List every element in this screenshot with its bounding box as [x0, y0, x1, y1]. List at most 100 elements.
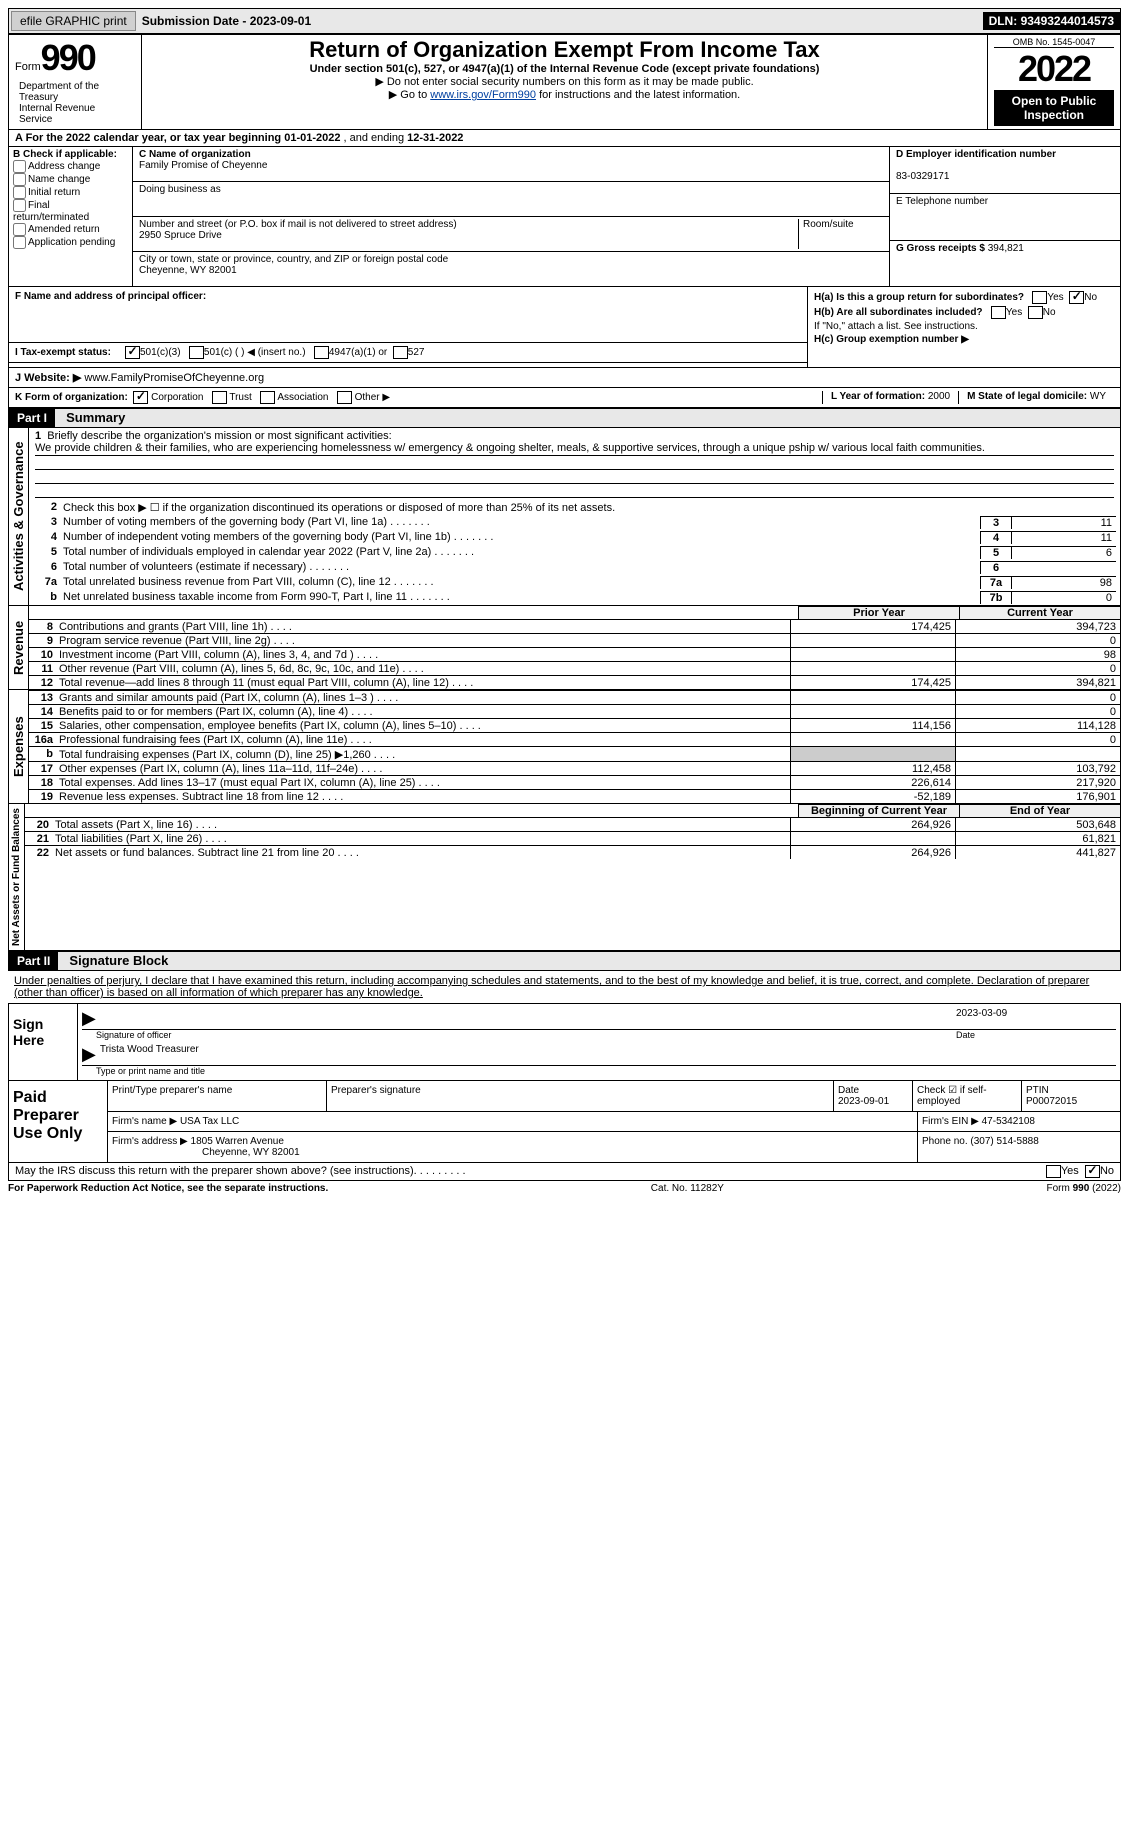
- discuss-yes[interactable]: [1046, 1165, 1061, 1178]
- top-bar: efile GRAPHIC print Submission Date - 20…: [8, 8, 1121, 34]
- gross-receipts-row: G Gross receipts $ 394,821: [890, 241, 1120, 256]
- form-number: 990: [41, 37, 95, 78]
- date-caption: Date: [956, 1030, 1116, 1040]
- line-11: 11 Other revenue (Part VIII, column (A),…: [29, 661, 1120, 675]
- org-name-row: C Name of organization Family Promise of…: [133, 147, 889, 182]
- form-footer-label: Form 990 (2022): [1047, 1183, 1121, 1194]
- line-b: b Total fundraising expenses (Part IX, c…: [29, 746, 1120, 761]
- header-right-block: OMB No. 1545-0047 2022 Open to Public In…: [988, 35, 1120, 129]
- chk-initial-return[interactable]: Initial return: [13, 186, 128, 199]
- street-address: 2950 Spruce Drive: [139, 230, 222, 241]
- ptin-cell: PTINP00072015: [1022, 1081, 1120, 1111]
- firm-phone-cell: Phone no. (307) 514-5888: [918, 1132, 1120, 1162]
- part1-net-block: Net Assets or Fund Balances Beginning of…: [8, 804, 1121, 951]
- prep-sig-cell: Preparer's signature: [327, 1081, 834, 1111]
- l-year-formation: L Year of formation: 2000: [822, 391, 958, 404]
- city-row: City or town, state or province, country…: [133, 252, 889, 286]
- chk-amended-return[interactable]: Amended return: [13, 223, 128, 236]
- perjury-declaration: Under penalties of perjury, I declare th…: [8, 971, 1121, 1003]
- line-15: 15 Salaries, other compensation, employe…: [29, 718, 1120, 732]
- paid-preparer-label: Paid Preparer Use Only: [9, 1081, 108, 1162]
- discuss-no[interactable]: [1085, 1165, 1100, 1178]
- firm-addr-cell: Firm's address ▶ 1805 Warren AvenueCheye…: [108, 1132, 918, 1162]
- submission-date-label: Submission Date - 2023-09-01: [142, 14, 311, 28]
- sig-officer-line: ▶2023-03-09: [82, 1008, 1116, 1030]
- paid-preparer-block: Paid Preparer Use Only Print/Type prepar…: [8, 1081, 1121, 1163]
- sign-here-label: Sign Here: [9, 1004, 78, 1080]
- type-name-caption: Type or print name and title: [96, 1066, 1116, 1076]
- form-number-box: Form990 Department of the Treasury Inter…: [9, 35, 142, 129]
- chk-corp[interactable]: [133, 391, 148, 404]
- chk-name-change[interactable]: Name change: [13, 173, 128, 186]
- chk-4947[interactable]: [314, 346, 329, 359]
- h-b: H(b) Are all subordinates included? Yes …: [814, 306, 1114, 319]
- rev-col-headers: Prior YearCurrent Year: [29, 606, 1120, 619]
- line-7a: 7a Total unrelated business revenue from…: [29, 575, 1120, 590]
- part1-header: Part I Summary: [8, 408, 1121, 428]
- cat-no: Cat. No. 11282Y: [651, 1183, 724, 1194]
- omb-number: OMB No. 1545-0047: [994, 37, 1114, 48]
- org-name: Family Promise of Cheyenne: [139, 160, 267, 171]
- irs-link[interactable]: www.irs.gov/Form990: [430, 89, 536, 101]
- chk-assoc[interactable]: [260, 391, 275, 404]
- chk-527[interactable]: [393, 346, 408, 359]
- part2-badge: Part II: [9, 952, 58, 970]
- page-footer: For Paperwork Reduction Act Notice, see …: [8, 1181, 1121, 1196]
- line-17: 17 Other expenses (Part IX, column (A), …: [29, 761, 1120, 775]
- part2-title: Signature Block: [61, 953, 168, 968]
- hb-no[interactable]: [1028, 306, 1043, 319]
- dba-row: Doing business as: [133, 182, 889, 217]
- col-d-right: D Employer identification number 83-0329…: [889, 147, 1120, 286]
- line-a-calendar-year: A For the 2022 calendar year, or tax yea…: [8, 130, 1121, 147]
- ha-no[interactable]: [1069, 291, 1084, 304]
- chk-final-return[interactable]: Final return/terminated: [13, 199, 128, 223]
- b-label: B Check if applicable:: [13, 149, 128, 160]
- efile-print-button[interactable]: efile GRAPHIC print: [11, 11, 136, 31]
- chk-trust[interactable]: [212, 391, 227, 404]
- phone-row: E Telephone number: [890, 194, 1120, 241]
- prep-date-cell: Date2023-09-01: [834, 1081, 913, 1111]
- officer-h-block: F Name and address of principal officer:…: [8, 287, 1121, 368]
- line-16a: 16a Professional fundraising fees (Part …: [29, 732, 1120, 746]
- pra-notice: For Paperwork Reduction Act Notice, see …: [8, 1183, 328, 1194]
- side-label-rev: Revenue: [9, 606, 29, 689]
- line-6: 6 Total number of volunteers (estimate i…: [29, 560, 1120, 575]
- chk-501c[interactable]: [189, 346, 204, 359]
- open-inspection: Open to Public Inspection: [994, 90, 1114, 126]
- prep-row-3: Firm's address ▶ 1805 Warren AvenueCheye…: [108, 1132, 1120, 1162]
- chk-application-pending[interactable]: Application pending: [13, 236, 128, 249]
- website-row: J Website: ▶ www.FamilyPromiseOfCheyenne…: [8, 368, 1121, 388]
- line-4: 4 Number of independent voting members o…: [29, 530, 1120, 545]
- form-header: Form990 Department of the Treasury Inter…: [8, 34, 1121, 130]
- chk-501c3[interactable]: [125, 346, 140, 359]
- sig-officer-caption: Signature of officer: [96, 1030, 956, 1040]
- line-22: 22 Net assets or fund balances. Subtract…: [25, 845, 1120, 859]
- side-label-gov: Activities & Governance: [9, 428, 29, 605]
- part1-title: Summary: [58, 410, 125, 425]
- line-12: 12 Total revenue—add lines 8 through 11 …: [29, 675, 1120, 689]
- chk-other[interactable]: [337, 391, 352, 404]
- ssn-warning: ▶ Do not enter social security numbers o…: [148, 75, 981, 88]
- form-title: Return of Organization Exempt From Incom…: [148, 37, 981, 63]
- h-b-note: If "No," attach a list. See instructions…: [814, 321, 1114, 332]
- m-state-domicile: M State of legal domicile: WY: [958, 391, 1114, 404]
- hb-yes[interactable]: [991, 306, 1006, 319]
- line-b: b Net unrelated business taxable income …: [29, 590, 1120, 605]
- line-10: 10 Investment income (Part VIII, column …: [29, 647, 1120, 661]
- firm-ein-cell: Firm's EIN ▶ 47-5342108: [918, 1112, 1120, 1131]
- tax-year: 2022: [994, 48, 1114, 90]
- website-value: www.FamilyPromiseOfCheyenne.org: [84, 372, 264, 384]
- chk-address-change[interactable]: Address change: [13, 160, 128, 173]
- line-3: 3 Number of voting members of the govern…: [29, 515, 1120, 530]
- k-form-org: K Form of organization: Corporation Trus…: [15, 391, 822, 404]
- ha-yes[interactable]: [1032, 291, 1047, 304]
- principal-officer: F Name and address of principal officer:…: [9, 287, 808, 367]
- gross-receipts: 394,821: [988, 243, 1024, 254]
- may-irs-discuss-row: May the IRS discuss this return with the…: [8, 1163, 1121, 1181]
- part1-gov-block: Activities & Governance 1 Briefly descri…: [8, 428, 1121, 606]
- h-c: H(c) Group exemption number ▶: [814, 334, 1114, 345]
- tax-exempt-row: I Tax-exempt status: 501(c)(3) 501(c) ( …: [9, 342, 807, 363]
- side-label-exp: Expenses: [9, 690, 29, 803]
- street-row: Number and street (or P.O. box if mail i…: [133, 217, 889, 252]
- line-2: 2Check this box ▶ ☐ if the organization …: [29, 500, 1120, 515]
